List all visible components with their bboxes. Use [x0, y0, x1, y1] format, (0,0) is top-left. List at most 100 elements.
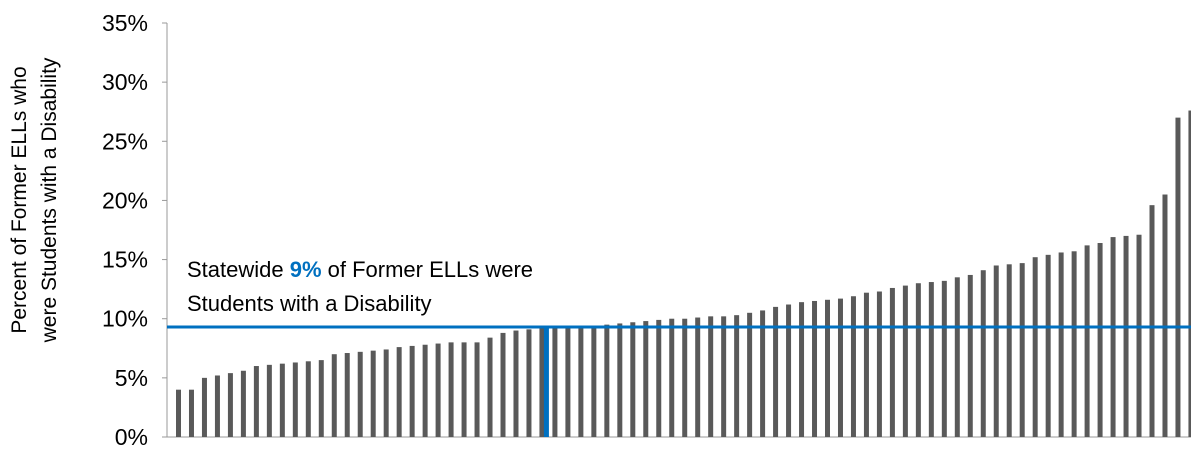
bar	[1045, 254, 1051, 437]
bar	[863, 292, 869, 437]
bar-series	[176, 110, 1191, 437]
bar	[669, 318, 675, 437]
annotation-suffix: of Former ELLs were	[322, 257, 534, 282]
y-tick-label: 25%	[102, 128, 148, 154]
y-tick-label: 35%	[102, 10, 148, 36]
bar	[1058, 252, 1064, 437]
bar	[773, 306, 779, 437]
bar	[980, 270, 986, 437]
bar	[876, 291, 882, 437]
bar	[344, 353, 350, 437]
y-tick-label: 20%	[102, 187, 148, 213]
bar	[708, 316, 714, 437]
bar	[760, 310, 766, 437]
bar	[240, 370, 246, 437]
statewide-annotation: Statewide 9% of Former ELLs were Student…	[187, 257, 533, 316]
bar	[1006, 264, 1012, 437]
bar	[266, 364, 272, 437]
bar	[1032, 257, 1038, 437]
bar	[747, 312, 753, 437]
y-tick-label: 15%	[102, 247, 148, 273]
bar	[643, 321, 649, 437]
bar	[318, 360, 324, 437]
y-axis-title-line1: Percent of Former ELLs who	[8, 66, 31, 333]
bar	[1162, 194, 1168, 437]
y-axis-title: Percent of Former ELLs who were Students…	[8, 57, 61, 343]
bar	[357, 351, 363, 437]
bar	[591, 325, 597, 437]
bar	[682, 318, 688, 437]
bar	[409, 345, 415, 437]
bar	[656, 319, 662, 437]
bar	[279, 363, 285, 437]
bar	[383, 349, 389, 437]
bar	[837, 298, 843, 437]
y-axis-title-line2: were Students with a Disability	[38, 57, 61, 343]
bar	[1149, 205, 1155, 437]
bar	[825, 299, 830, 437]
bar	[176, 389, 181, 437]
bar	[604, 324, 610, 437]
bar	[227, 373, 233, 437]
bar	[435, 343, 441, 437]
bar	[786, 304, 792, 437]
annotation-prefix: Statewide	[187, 257, 290, 282]
bar	[331, 354, 337, 437]
bar	[526, 329, 532, 437]
bar	[1123, 235, 1129, 437]
bar	[812, 300, 818, 437]
y-tick-label: 10%	[102, 306, 148, 332]
bar	[539, 328, 545, 437]
bar	[967, 274, 973, 437]
bar	[1175, 117, 1181, 437]
bar	[850, 296, 856, 437]
bar	[578, 326, 584, 437]
bar	[396, 347, 402, 437]
y-tick-label: 30%	[102, 69, 148, 95]
y-tick-label: 0%	[115, 424, 148, 449]
bar	[253, 366, 259, 437]
bar	[915, 283, 921, 437]
bar	[1188, 110, 1191, 437]
bar	[1097, 243, 1103, 437]
bar	[954, 277, 960, 437]
bar	[941, 280, 947, 437]
bar	[1019, 263, 1025, 437]
bar	[1136, 234, 1142, 437]
bar	[448, 342, 454, 437]
bar	[292, 362, 298, 437]
annotation-highlight: 9%	[290, 257, 322, 282]
statewide-reference	[167, 325, 1191, 437]
bar	[487, 337, 493, 437]
bar	[461, 342, 467, 437]
annotation-line1: Statewide 9% of Former ELLs were	[187, 257, 533, 282]
bar	[474, 342, 480, 437]
bar	[928, 282, 934, 437]
bar	[513, 330, 519, 437]
bar	[305, 361, 311, 437]
bar	[565, 328, 571, 437]
bar	[201, 377, 207, 437]
bar	[695, 317, 701, 437]
bar	[370, 350, 376, 437]
bar	[422, 344, 428, 437]
bar	[993, 265, 999, 437]
y-tick-label: 5%	[115, 365, 148, 391]
bar	[552, 328, 558, 437]
bar	[902, 285, 908, 437]
y-axis: 0% 5% 10% 15% 20% 25% 30% 35%	[102, 10, 1191, 449]
bar	[617, 323, 623, 437]
bar	[188, 389, 194, 437]
bar	[1071, 251, 1077, 437]
annotation-line2: Students with a Disability	[187, 291, 432, 316]
bar	[799, 302, 805, 437]
bar	[1110, 237, 1116, 437]
bar	[734, 315, 740, 437]
bar	[500, 332, 506, 437]
bar	[721, 316, 727, 437]
bar	[1084, 245, 1090, 437]
bar	[214, 375, 220, 437]
bar	[630, 322, 636, 437]
bar	[889, 287, 895, 437]
